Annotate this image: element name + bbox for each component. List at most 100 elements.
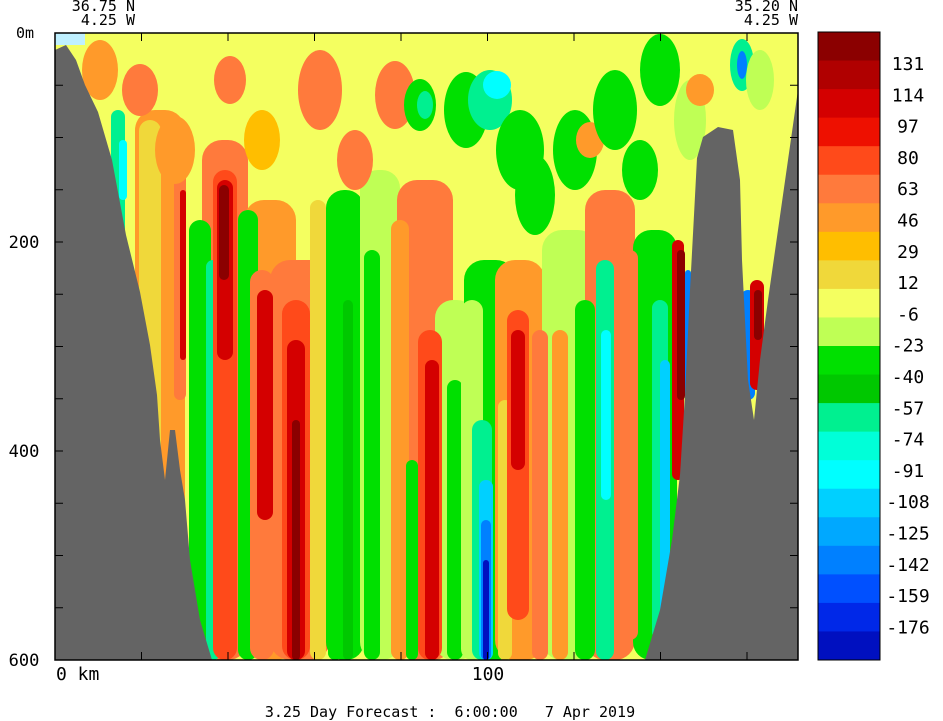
surface-strip [55, 33, 85, 45]
corner-left-lat: 36.75 N [72, 0, 135, 15]
field-band [677, 250, 685, 400]
colorbar-swatch [818, 346, 880, 376]
colorbar-label: 63 [897, 179, 919, 200]
colorbar-swatch [818, 374, 880, 404]
colorbar-swatch [818, 317, 880, 347]
colorbar-swatch [818, 32, 880, 62]
field-band [511, 330, 525, 470]
colorbar-frame [817, 31, 881, 661]
field-blob [298, 50, 342, 130]
axis-ticks [55, 32, 798, 661]
colorbar-swatch [818, 89, 880, 119]
colorbar-swatch [818, 288, 880, 318]
field-blob [417, 91, 433, 119]
field-band [292, 420, 300, 660]
colorbar-swatch [818, 174, 880, 204]
x-tick-label: 0 km [56, 664, 99, 685]
colorbar-label: -176 [886, 617, 929, 638]
field-band [119, 140, 127, 200]
colorbar-label: -23 [892, 336, 925, 357]
colorbar-swatch [818, 260, 880, 290]
field-band [425, 360, 439, 660]
colorbar-swatch [818, 602, 880, 632]
field-band [189, 220, 211, 660]
colorbar-label: 97 [897, 117, 919, 138]
colorbar [817, 31, 881, 661]
field-band [391, 220, 409, 660]
field-blob [214, 56, 246, 104]
field-band [310, 200, 326, 660]
colorbar-swatch [818, 203, 880, 233]
field-band [343, 300, 353, 660]
colorbar-label: -125 [886, 524, 929, 545]
field-band [180, 190, 186, 360]
colorbar-label: 12 [897, 273, 919, 294]
colorbar-swatch [818, 574, 880, 604]
velocity-field [55, 33, 774, 660]
field-blob [122, 64, 158, 116]
field-blob [737, 51, 747, 79]
field-band [219, 185, 229, 280]
colorbar-label: 29 [897, 242, 919, 263]
colorbar-label: 46 [897, 211, 919, 232]
field-band [575, 300, 595, 660]
field-band [552, 330, 568, 660]
colorbar-label: -74 [892, 430, 925, 451]
colorbar-label: 80 [897, 148, 919, 169]
y-tick-label: 200 [9, 233, 40, 253]
field-blob [746, 50, 774, 110]
colorbar-swatch [818, 488, 880, 518]
colorbar-swatch [818, 460, 880, 490]
colorbar-swatch [818, 60, 880, 90]
field-blob [82, 40, 118, 100]
colorbar-swatch [818, 517, 880, 547]
colorbar-label: -40 [892, 367, 925, 388]
colorbar-label: 131 [892, 54, 925, 75]
field-blob [155, 116, 195, 184]
field-band [622, 250, 638, 640]
colorbar-label: -6 [897, 304, 919, 325]
field-blob [244, 110, 280, 170]
field-blob [515, 155, 555, 235]
colorbar-swatch [818, 117, 880, 147]
field-band [257, 290, 273, 520]
field-band [754, 290, 762, 340]
y-tick-label: 600 [9, 651, 40, 671]
x-tick-label: 100 [472, 664, 505, 685]
colorbar-labels: 131 114 97 80 63 46 29 12 -6 -23 -40 -57 -74 -91 -108 -… [886, 54, 929, 638]
colorbar-label: -91 [892, 461, 925, 482]
corner-left-lon: 4.25 W [81, 11, 136, 29]
colorbar-swatch [818, 403, 880, 433]
colorbar-label: -142 [886, 555, 929, 576]
field-band [406, 460, 418, 660]
field-band [447, 380, 463, 660]
colorbar-swatch [818, 146, 880, 176]
colorbar-swatch [818, 631, 880, 661]
colorbar-label: -108 [886, 492, 929, 513]
field-blob [686, 74, 714, 106]
field-band [364, 250, 380, 660]
y-tick-label: 400 [9, 442, 40, 462]
field-band [601, 330, 611, 500]
colorbar-swatch [818, 231, 880, 261]
colorbar-label: 114 [892, 85, 925, 106]
colorbar-label: -159 [886, 586, 929, 607]
field-band [660, 360, 670, 620]
colorbar-swatch [818, 545, 880, 575]
field-blob [640, 34, 680, 106]
y-top-label: 0m [16, 24, 34, 42]
corner-right-lat: 35.20 N [735, 0, 798, 15]
land-left [55, 45, 212, 660]
land-right [645, 90, 798, 660]
colorbar-label: -57 [892, 398, 925, 419]
field-band [483, 560, 489, 660]
field-band [328, 200, 342, 660]
field-blob [337, 130, 373, 190]
field-blob [483, 71, 511, 99]
land-mask [55, 45, 798, 660]
field-blob [622, 140, 658, 200]
forecast-caption: 3.25 Day Forecast : 6:00:00 7 Apr 2019 [265, 703, 635, 721]
field-blob [593, 70, 637, 150]
corner-right-lon: 4.25 W [744, 11, 799, 29]
